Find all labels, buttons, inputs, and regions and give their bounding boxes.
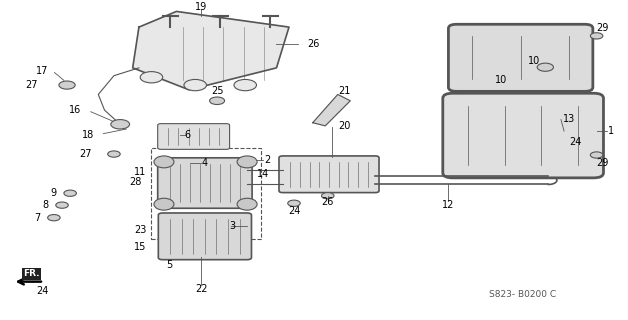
Circle shape: [107, 151, 120, 157]
Text: 20: 20: [338, 121, 350, 131]
Text: 12: 12: [442, 200, 455, 210]
Text: 5: 5: [166, 260, 172, 270]
Ellipse shape: [237, 198, 257, 210]
Text: 23: 23: [134, 225, 146, 235]
Text: 13: 13: [563, 114, 575, 124]
Text: 28: 28: [130, 177, 142, 187]
Circle shape: [537, 63, 553, 71]
Text: 29: 29: [597, 157, 609, 167]
Polygon shape: [133, 12, 289, 90]
Text: 1: 1: [608, 126, 614, 136]
Text: 18: 18: [82, 130, 94, 140]
Circle shape: [322, 193, 334, 199]
Circle shape: [140, 72, 163, 83]
Text: 6: 6: [184, 130, 190, 140]
Circle shape: [590, 33, 603, 39]
Text: 21: 21: [338, 86, 350, 96]
Text: 9: 9: [50, 188, 57, 198]
Text: 3: 3: [230, 221, 236, 231]
Text: 4: 4: [202, 157, 208, 167]
FancyBboxPatch shape: [279, 156, 379, 193]
Circle shape: [184, 79, 207, 91]
Text: 29: 29: [597, 23, 609, 33]
Text: 11: 11: [134, 167, 146, 177]
Text: 24: 24: [288, 206, 300, 216]
Circle shape: [48, 214, 60, 221]
Text: 8: 8: [42, 200, 48, 210]
Circle shape: [111, 120, 129, 129]
Text: 24: 24: [569, 138, 582, 148]
Text: 14: 14: [256, 169, 269, 179]
Circle shape: [288, 200, 300, 206]
FancyBboxPatch shape: [158, 158, 252, 208]
Circle shape: [494, 82, 510, 90]
Text: 17: 17: [36, 66, 48, 76]
Text: 16: 16: [68, 105, 81, 115]
Text: 2: 2: [264, 155, 270, 165]
Text: FR.: FR.: [23, 269, 40, 278]
Text: 27: 27: [25, 80, 38, 90]
FancyBboxPatch shape: [158, 124, 230, 149]
Text: 26: 26: [308, 39, 320, 49]
Text: 27: 27: [80, 149, 92, 159]
Text: 10: 10: [495, 75, 507, 85]
Polygon shape: [313, 94, 350, 126]
Text: 7: 7: [34, 213, 40, 223]
Circle shape: [59, 81, 75, 89]
Circle shape: [590, 152, 603, 158]
Text: 19: 19: [195, 2, 208, 12]
FancyBboxPatch shape: [443, 93, 604, 178]
Text: S823- B0200 C: S823- B0200 C: [489, 290, 556, 299]
Ellipse shape: [154, 198, 174, 210]
Circle shape: [210, 97, 225, 105]
Text: 26: 26: [322, 197, 334, 207]
Circle shape: [56, 202, 68, 208]
Text: 10: 10: [528, 56, 540, 66]
Text: 22: 22: [195, 284, 208, 294]
Text: 15: 15: [134, 242, 146, 252]
Circle shape: [234, 79, 256, 91]
Ellipse shape: [154, 156, 174, 168]
Circle shape: [64, 190, 77, 196]
Text: 24: 24: [36, 286, 48, 296]
FancyBboxPatch shape: [448, 24, 593, 91]
FancyBboxPatch shape: [158, 213, 251, 260]
Text: 25: 25: [211, 86, 224, 96]
Ellipse shape: [237, 156, 257, 168]
